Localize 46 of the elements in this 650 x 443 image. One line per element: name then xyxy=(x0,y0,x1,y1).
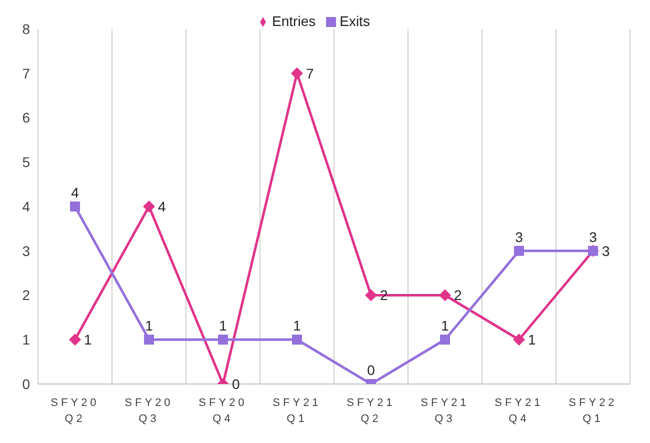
y-tick-label: 0 xyxy=(22,376,30,392)
point xyxy=(513,334,525,346)
point xyxy=(143,200,155,212)
data-label: 1 xyxy=(528,332,536,348)
point xyxy=(218,334,228,345)
data-label: 3 xyxy=(602,242,610,259)
legend-label: Exits xyxy=(340,13,370,29)
data-label: 1 xyxy=(145,318,154,334)
point xyxy=(144,334,154,345)
data-label: 4 xyxy=(71,184,80,200)
point xyxy=(69,334,81,346)
x-tick-label: SFY20 Q3 xyxy=(124,397,174,425)
y-tick-label: 8 xyxy=(22,20,30,37)
data-label: 7 xyxy=(306,65,314,82)
point xyxy=(514,246,524,256)
point xyxy=(70,202,80,212)
point xyxy=(439,289,451,302)
x-tick-label: SFY21 Q4 xyxy=(494,397,544,425)
data-label: 2 xyxy=(454,287,462,304)
data-label: 3 xyxy=(589,228,598,245)
data-label: 4 xyxy=(158,198,166,214)
data-label: 1 xyxy=(293,318,302,334)
x-tick-label: SFY21 Q3 xyxy=(420,397,470,425)
legend-label: Entries xyxy=(272,13,316,29)
x-tick-label: SFY21 Q2 xyxy=(346,397,396,425)
data-label: 1 xyxy=(441,318,450,334)
x-tick-label: SFY20 Q4 xyxy=(198,397,248,425)
y-tick-label: 7 xyxy=(22,65,30,82)
data-label: 0 xyxy=(232,376,240,392)
y-tick-label: 1 xyxy=(22,332,30,348)
x-tick-label: SFY22 Q1 xyxy=(568,397,618,425)
y-tick-label: 3 xyxy=(22,242,30,259)
y-tick-label: 2 xyxy=(22,287,30,304)
x-tick-label: SFY20 Q2 xyxy=(50,397,100,425)
data-label: 1 xyxy=(84,332,92,348)
point xyxy=(292,334,302,345)
point xyxy=(365,289,377,302)
point xyxy=(291,67,303,80)
data-label: 0 xyxy=(367,362,376,378)
point xyxy=(440,334,450,345)
y-tick-label: 5 xyxy=(22,154,30,170)
data-label: 3 xyxy=(515,228,524,245)
y-tick-label: 6 xyxy=(22,110,30,126)
y-tick-label: 4 xyxy=(22,198,30,214)
x-tick-label: SFY21 Q1 xyxy=(272,397,322,425)
data-label: 1 xyxy=(219,318,228,334)
